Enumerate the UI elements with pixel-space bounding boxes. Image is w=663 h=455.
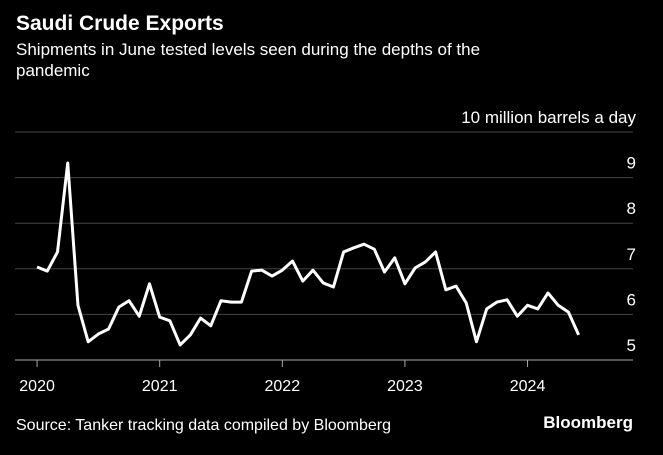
y-tick-label: 8 <box>627 199 636 218</box>
x-tick-label: 2022 <box>265 378 301 395</box>
y-tick-label: 6 <box>627 290 636 309</box>
y-tick-label: 5 <box>627 336 636 355</box>
x-tick-label: 2021 <box>142 378 178 395</box>
y-tick-label: 7 <box>627 245 636 264</box>
source: Source: Tanker tracking data compiled by… <box>16 417 391 434</box>
y-tick-label: 10 million barrels a day <box>461 108 636 127</box>
chart-subtitle: pandemic <box>16 61 90 80</box>
line <box>36 161 581 347</box>
chart-subtitle: Shipments in June tested levels seen dur… <box>16 40 480 59</box>
x-tick-label: 2023 <box>387 378 423 395</box>
x-tick-label: 2024 <box>510 378 546 395</box>
y-tick-label: 9 <box>627 154 636 173</box>
chart-title: Saudi Crude Exports <box>16 12 224 35</box>
x-tick-label: 2020 <box>19 378 55 395</box>
brand: Bloomberg <box>543 413 633 432</box>
